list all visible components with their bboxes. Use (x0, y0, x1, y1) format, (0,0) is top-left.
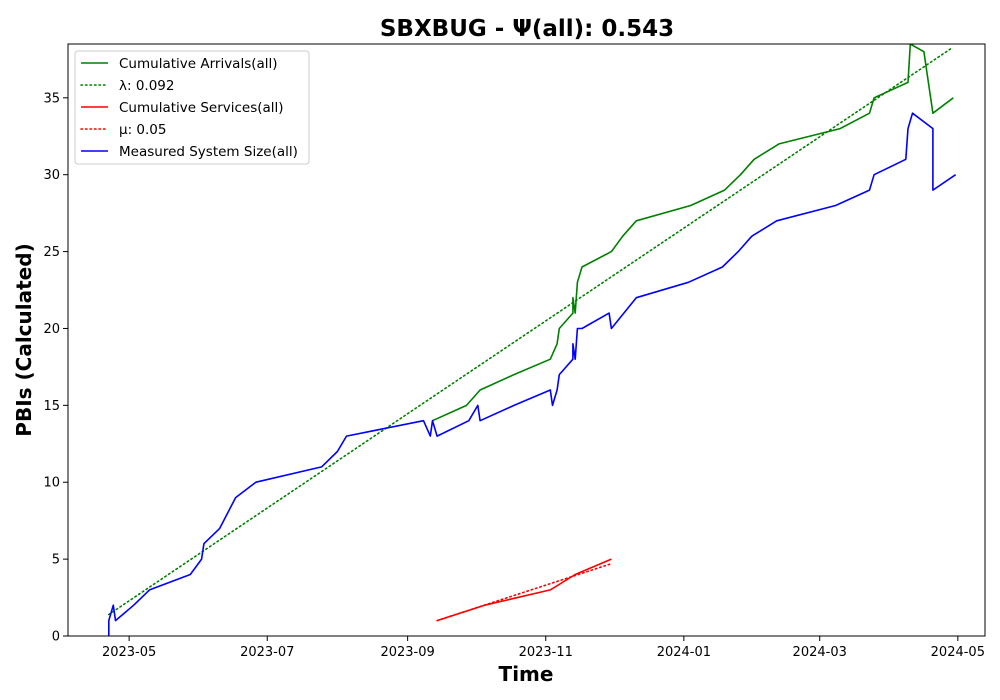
y-tick-label: 0 (52, 630, 60, 645)
y-tick-label: 35 (43, 91, 60, 106)
y-axis: 0 5 10 15 20 25 30 35 (43, 91, 68, 645)
y-tick-label: 10 (43, 476, 60, 491)
legend-label: Cumulative Services(all) (119, 100, 284, 116)
y-axis-title: PBIs (Calculated) (12, 243, 36, 436)
y-tick-label: 25 (43, 245, 60, 260)
x-tick-label: 2023-09 (380, 645, 434, 660)
x-axis-title: Time (499, 662, 554, 686)
legend: Cumulative Arrivals(all) λ: 0.092 Cumulati… (74, 50, 310, 165)
plot-frame (67, 43, 986, 637)
legend-label: λ: 0.092 (119, 78, 174, 94)
x-tick-label: 2024-03 (793, 645, 847, 660)
legend-label: μ: 0.05 (119, 122, 167, 138)
legend-label: Cumulative Arrivals(all) (119, 56, 278, 72)
x-tick-label: 2023-05 (102, 645, 156, 660)
series-line-1 (108, 47, 952, 616)
series-line-3 (436, 562, 613, 622)
x-axis: 2023-05 2023-07 2023-09 2023-11 2024-01 2024-… (102, 636, 985, 660)
legend-label: Measured System Size(all) (119, 144, 298, 160)
x-tick-label: 2023-07 (240, 645, 294, 660)
chart-title: SBXBUG - Ψ(all): 0.543 (380, 16, 674, 42)
y-tick-label: 30 (43, 168, 60, 183)
y-tick-label: 20 (43, 322, 60, 337)
x-tick-label: 2024-01 (657, 645, 711, 660)
x-tick-label: 2023-11 (519, 645, 573, 660)
legend-frame (74, 50, 310, 165)
series-line-4 (108, 112, 957, 636)
y-tick-label: 15 (43, 399, 60, 414)
y-tick-label: 5 (52, 553, 60, 568)
x-tick-label: 2024-05 (931, 645, 985, 660)
series-layer (108, 44, 957, 636)
series-line-0 (432, 44, 954, 422)
